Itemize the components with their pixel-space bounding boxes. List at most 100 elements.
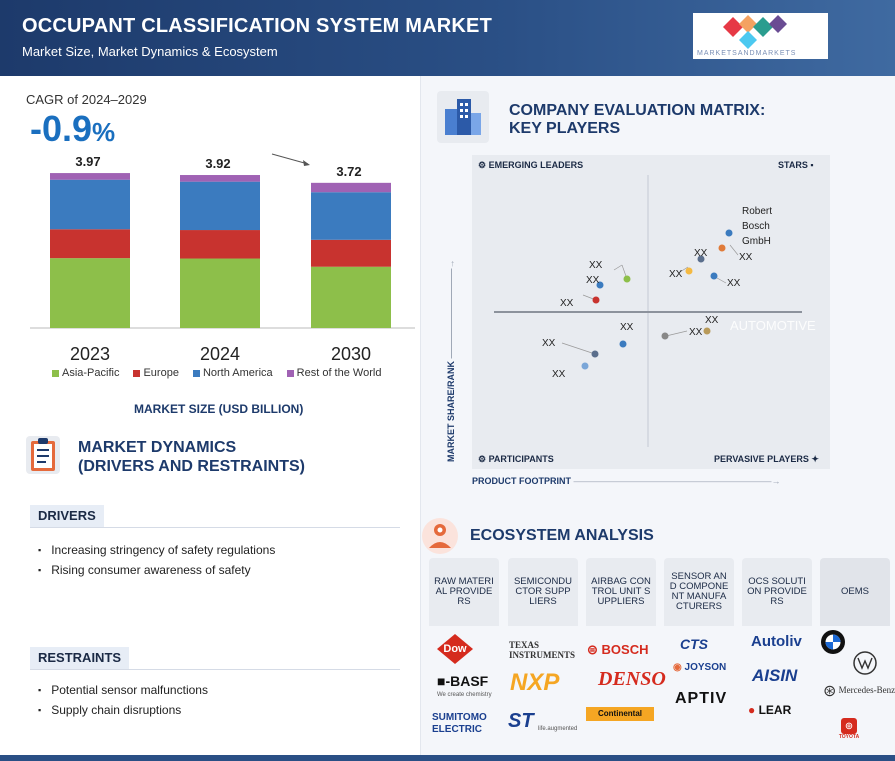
page-subtitle: Market Size, Market Dynamics & Ecosystem bbox=[22, 44, 278, 59]
company-matrix-title: COMPANY EVALUATION MATRIX: KEY PLAYERS bbox=[509, 102, 765, 138]
bar-total-label: 3.72 bbox=[336, 164, 361, 179]
x-tick-label: 2030 bbox=[331, 344, 371, 364]
quadrant-emerging-leaders: ⚙ EMERGING LEADERS bbox=[478, 160, 584, 170]
bar-segment-europe-2030 bbox=[311, 239, 391, 267]
bmw-logo bbox=[821, 630, 845, 654]
eco-col-raw-material: RAW MATERIAL PROVIDERS bbox=[429, 558, 499, 626]
company-dot-bosch[interactable] bbox=[725, 229, 733, 237]
bosch-logo: ⊜ BOSCH bbox=[587, 642, 649, 657]
eco-col-airbag-control: AIRBAG CONTROL UNIT SUPPLIERS bbox=[586, 558, 656, 626]
ecosystem-title: ECOSYSTEM ANALYSIS bbox=[470, 527, 654, 544]
company-dot[interactable] bbox=[581, 362, 589, 370]
company-label: XX bbox=[669, 269, 683, 280]
bar-segment-rest-of-the-world-2024 bbox=[180, 175, 260, 182]
cagr-value: -0.9% bbox=[30, 108, 115, 150]
company-dot[interactable] bbox=[703, 327, 711, 335]
nxp-logo: NXP bbox=[510, 669, 560, 696]
lear-logo: ● LEAR bbox=[748, 703, 792, 717]
clipboard-icon bbox=[26, 436, 60, 474]
market-dynamics-title: MARKET DYNAMICS (DRIVERS AND RESTRAINTS) bbox=[78, 438, 305, 476]
company-dot[interactable] bbox=[685, 267, 693, 275]
cagr-label: CAGR of 2024–2029 bbox=[26, 92, 147, 107]
company-dot[interactable] bbox=[661, 332, 669, 340]
bar-segment-north-america-2024 bbox=[180, 181, 260, 231]
company-evaluation-matrix: AUTOMOTIVE ⚙ EMERGING LEADERS STARS ▪ ⚙ … bbox=[472, 155, 830, 469]
driver-item: Increasing stringency of safety regulati… bbox=[38, 543, 275, 557]
logo-diamond-purple bbox=[769, 15, 787, 33]
company-label: XX bbox=[552, 369, 566, 380]
restraint-item: Supply chain disruptions bbox=[38, 703, 181, 717]
leader-label: Robert Bosch GmbH bbox=[742, 206, 773, 247]
bar-total-label: 3.97 bbox=[75, 154, 100, 169]
bar-segment-north-america-2030 bbox=[311, 192, 391, 240]
company-label: XX bbox=[705, 315, 719, 326]
bar-total-label: 3.92 bbox=[205, 156, 230, 171]
autoliv-logo: Autoliv bbox=[751, 633, 802, 650]
chart-x-label: MARKET SIZE (USD BILLION) bbox=[134, 402, 304, 416]
eco-col-semiconductor: SEMICONDUCTOR SUPPLIERS bbox=[508, 558, 578, 626]
company-dot[interactable] bbox=[710, 272, 718, 280]
panel-divider bbox=[420, 76, 421, 755]
company-label: XX bbox=[586, 275, 600, 286]
denso-logo: DENSO bbox=[598, 668, 666, 690]
restraint-item: Potential sensor malfunctions bbox=[38, 683, 208, 697]
matrix-watermark: AUTOMOTIVE bbox=[730, 318, 816, 333]
bar-segment-europe-2023 bbox=[50, 229, 130, 259]
joyson-logo: ◉ JOYSON bbox=[673, 662, 727, 673]
company-dot[interactable] bbox=[592, 296, 600, 304]
company-dot[interactable] bbox=[596, 281, 604, 289]
chart-legend: Asia-Pacific Europe North America Rest o… bbox=[52, 367, 381, 379]
page-title: OCCUPANT CLASSIFICATION SYSTEM MARKET bbox=[22, 15, 492, 37]
toyota-logo: ◎ TOYOTA bbox=[838, 718, 860, 740]
drivers-divider bbox=[30, 527, 400, 528]
driver-item: Rising consumer awareness of safety bbox=[38, 563, 250, 577]
x-tick-label: 2023 bbox=[70, 344, 110, 364]
logo-diamond-teal bbox=[753, 17, 773, 37]
basf-logo: ■-BASF bbox=[437, 673, 489, 689]
x-tick-label: 2024 bbox=[200, 344, 240, 364]
logo-caption: MARKETSANDMARKETS bbox=[697, 50, 797, 57]
company-dot[interactable] bbox=[619, 340, 627, 348]
company-label: XX bbox=[694, 248, 708, 259]
sumitomo-logo: SUMITOMO ELECTRIC bbox=[432, 712, 487, 735]
continental-logo: Continental bbox=[586, 707, 654, 721]
restraints-divider bbox=[30, 669, 400, 670]
matrix-x-axis-label: PRODUCT FOOTPRINT ——————————————————————… bbox=[472, 476, 781, 486]
md-title-line2: (DRIVERS AND RESTRAINTS) bbox=[78, 458, 305, 475]
legend-item-rest-of-world: Rest of the World bbox=[286, 367, 381, 379]
aisin-logo: AISIN bbox=[752, 666, 798, 685]
cem-title-line1: COMPANY EVALUATION MATRIX: bbox=[509, 102, 766, 119]
drivers-heading: DRIVERS bbox=[30, 505, 104, 527]
market-size-chart: 3.97 2023 3.92 2024 3.72 2030 bbox=[30, 154, 415, 364]
cem-title-line2: KEY PLAYERS bbox=[509, 120, 621, 137]
eco-col-sensor: SENSOR AND COMPONENT MANUFACTURERS bbox=[664, 558, 734, 626]
company-label: XX bbox=[620, 322, 634, 333]
bar-segment-asia-pacific-2030 bbox=[311, 266, 391, 328]
legend-item-europe: Europe bbox=[133, 367, 179, 379]
st-tagline: life.augmented bbox=[538, 726, 578, 732]
company-logo[interactable]: MARKETSANDMARKETS bbox=[693, 13, 828, 59]
mercedes-logo: ⊛ Mercedes-Benz bbox=[823, 683, 895, 700]
bar-segment-asia-pacific-2024 bbox=[180, 258, 260, 328]
bar-segment-rest-of-the-world-2030 bbox=[311, 182, 391, 193]
bar-segment-rest-of-the-world-2023 bbox=[50, 173, 130, 180]
basf-tagline: We create chemistry bbox=[437, 692, 492, 698]
logo-diamond-blue bbox=[739, 31, 757, 49]
footer-bar bbox=[0, 755, 895, 761]
bar-segment-asia-pacific-2023 bbox=[50, 258, 130, 328]
quadrant-participants: ⚙ PARTICIPANTS bbox=[478, 454, 554, 464]
logo-diamond-orange bbox=[739, 15, 757, 33]
company-dot[interactable] bbox=[623, 275, 631, 283]
matrix-y-axis-label: MARKET SHARE/RANK ——————————→ bbox=[446, 259, 456, 462]
aptiv-logo: APTIV bbox=[675, 690, 728, 707]
cagr-unit: % bbox=[92, 117, 116, 147]
quadrant-pervasive-players: PERVASIVE PLAYERS ✦ bbox=[714, 454, 819, 464]
company-dot[interactable] bbox=[718, 244, 726, 252]
company-dot[interactable] bbox=[697, 255, 705, 263]
eco-col-ocs-providers: OCS SOLUTION PROVIDERS bbox=[742, 558, 812, 626]
company-dot[interactable] bbox=[591, 350, 599, 358]
company-label: XX bbox=[589, 260, 603, 271]
cagr-number: -0.9 bbox=[30, 108, 93, 149]
eco-col-oems: OEMS bbox=[820, 558, 890, 626]
company-label: XX bbox=[560, 298, 574, 309]
